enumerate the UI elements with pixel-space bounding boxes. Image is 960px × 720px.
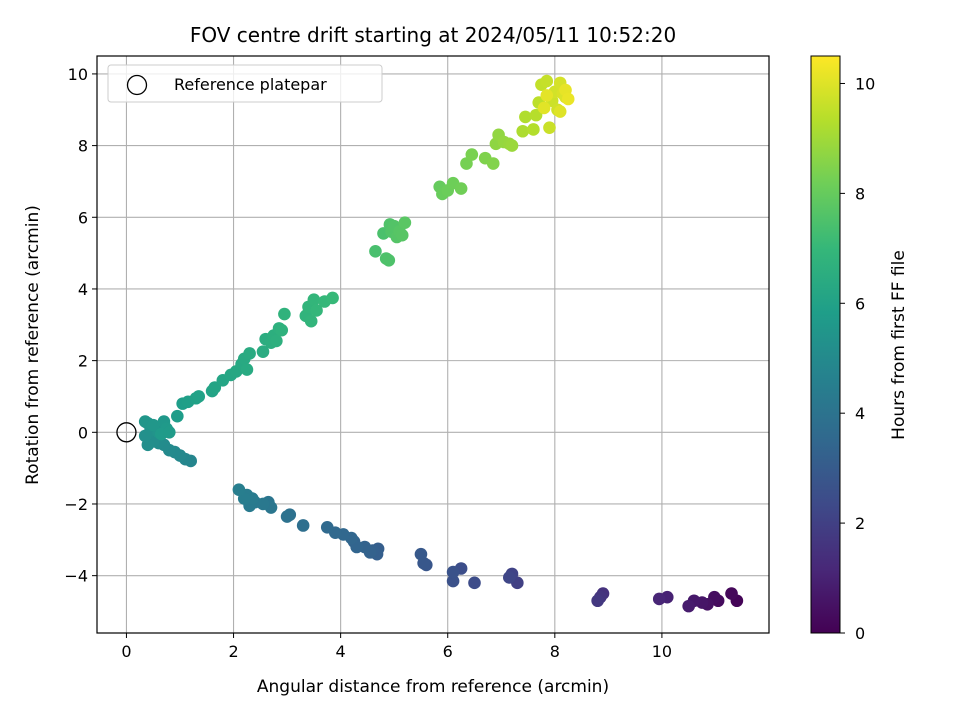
x-tick-label: 4 (336, 642, 346, 661)
y-tick-label: −2 (64, 495, 88, 514)
colorbar-ticks: 0 2 4 6 8 10 (840, 74, 875, 643)
y-tick-label: 8 (78, 137, 88, 156)
x-tick-label: 0 (121, 642, 131, 661)
data-point (171, 409, 184, 423)
colorbar-tick-label: 8 (855, 184, 865, 203)
data-point (486, 157, 500, 170)
colorbar-tick-label: 6 (855, 294, 865, 313)
legend: Reference platepar (107, 64, 383, 103)
data-point (529, 108, 543, 122)
data-point (682, 599, 695, 613)
x-tick-label: 10 (652, 642, 672, 661)
data-point (591, 594, 604, 608)
data-point (527, 123, 540, 136)
data-point (540, 89, 554, 102)
data-point (468, 576, 481, 590)
reference-marker-layer (116, 422, 137, 443)
legend-label: Reference platepar (174, 75, 327, 94)
chart-title: FOV centre drift starting at 2024/05/11 … (190, 23, 676, 47)
data-point (304, 314, 318, 328)
data-point (280, 510, 294, 523)
data-point (326, 291, 339, 305)
data-point (270, 334, 283, 348)
data-point (725, 587, 738, 600)
data-point (505, 139, 519, 152)
colorbar-tick-label: 0 (855, 624, 865, 643)
data-point (503, 571, 516, 584)
data-point (446, 565, 460, 579)
x-axis-ticks: 0 2 4 6 8 10 (121, 633, 672, 661)
data-point (307, 293, 321, 307)
data-point (446, 574, 460, 588)
data-point (519, 110, 532, 124)
colorbar-bar (810, 55, 841, 634)
y-tick-label: −4 (64, 567, 88, 586)
x-tick-label: 6 (443, 642, 453, 661)
data-point (146, 418, 160, 432)
legend-box (107, 64, 383, 103)
data-point (382, 253, 396, 267)
y-tick-label: 10 (68, 65, 88, 84)
y-tick-label: 2 (78, 352, 88, 371)
plot-frame (96, 55, 770, 634)
data-point (320, 520, 334, 534)
data-point (543, 121, 556, 134)
y-axis-ticks: −4 −2 0 2 4 6 8 10 (64, 65, 97, 586)
x-tick-label: 2 (228, 642, 238, 661)
data-point (652, 592, 666, 606)
data-point (398, 216, 412, 229)
colorbar-tick-label: 2 (855, 514, 865, 533)
data-point (232, 483, 246, 496)
data-point (465, 148, 479, 161)
data-point (553, 105, 567, 118)
data-point (369, 245, 382, 258)
data-point (540, 74, 554, 88)
x-tick-label: 8 (550, 642, 560, 661)
data-point (414, 547, 428, 561)
data-point (516, 124, 529, 138)
data-point (278, 307, 291, 321)
y-tick-label: 6 (78, 208, 88, 227)
y-axis-label: Rotation from reference (arcmin) (23, 205, 43, 485)
reference-platepar-marker (116, 422, 137, 443)
x-axis-label: Angular distance from reference (arcmin) (257, 677, 609, 697)
data-point (192, 390, 206, 403)
data-point (240, 363, 254, 376)
data-point (454, 182, 468, 195)
legend-reference-marker (126, 74, 148, 96)
data-point (537, 101, 551, 115)
data-point (208, 381, 222, 394)
y-tick-label: 4 (78, 280, 88, 299)
colorbar: 0 2 4 6 8 10 Hours from first FF file (810, 55, 909, 643)
data-point (243, 347, 256, 360)
data-point (296, 519, 310, 532)
grid (97, 56, 769, 633)
data-points (138, 74, 744, 613)
data-point (561, 92, 575, 106)
data-point (310, 304, 323, 317)
data-point (395, 228, 409, 242)
y-tick-label: 0 (78, 423, 88, 442)
data-point (162, 426, 176, 439)
colorbar-tick-label: 4 (855, 404, 865, 423)
data-point (275, 323, 289, 337)
data-point (256, 345, 270, 358)
colorbar-tick-label: 10 (855, 74, 875, 93)
colorbar-label: Hours from first FF file (889, 250, 909, 440)
